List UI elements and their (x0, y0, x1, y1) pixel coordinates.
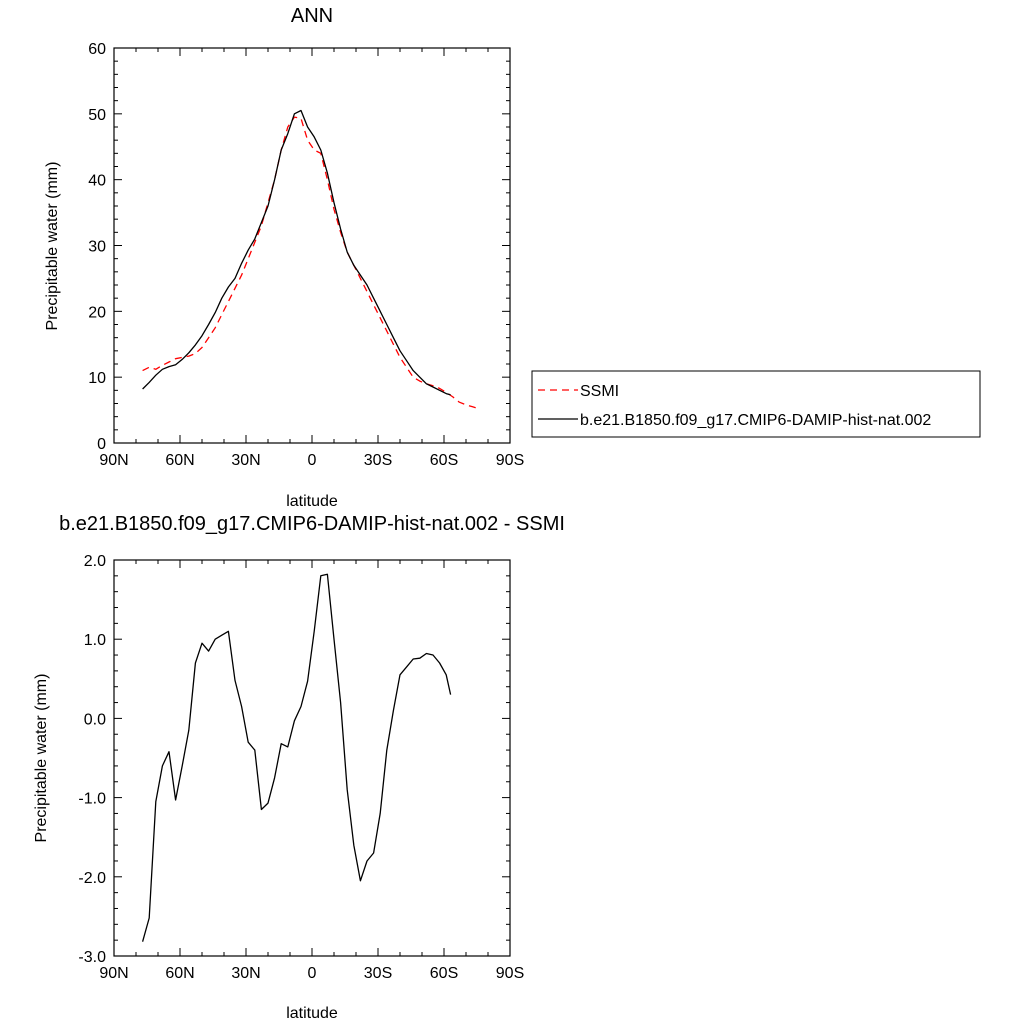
difference-y-tick-label: 2.0 (84, 553, 106, 570)
annual-series-line-1 (142, 109, 451, 396)
difference-x-tick-label: 60N (165, 965, 194, 982)
legend-label-ssmi: SSMI (580, 383, 619, 400)
difference-x-tick-label: 30S (364, 965, 392, 982)
difference-chart-axes: 90N 60N 30N 0 30S 60S 90S -3.0 -2.0 -1.0 0.0 1.0 2.0 (78, 553, 524, 982)
annual-y-tick-label: 40 (88, 173, 106, 190)
annual-chart-ylabel: Precipitable water (mm) (44, 162, 61, 331)
annual-x-tick-label: 60S (430, 452, 458, 469)
legend-box (531, 370, 981, 438)
annual-x-tick-label: 0 (308, 452, 317, 469)
annual-chart-title: ANN (291, 5, 333, 27)
annual-y-tick-label: 10 (88, 370, 106, 387)
annual-y-tick-label: 60 (88, 41, 106, 58)
annual-y-tick-label: 50 (88, 107, 106, 124)
annual-plot-frame (113, 47, 511, 444)
annual-x-tick-label: 30S (364, 452, 392, 469)
difference-chart-series (141, 573, 452, 942)
legend-label-model: b.e21.B1850.f09_g17.CMIP6-DAMIP-hist-nat… (580, 412, 931, 429)
difference-chart-title: b.e21.B1850.f09_g17.CMIP6-DAMIP-hist-nat… (59, 513, 565, 535)
annual-y-tick-label: 0 (97, 436, 106, 453)
annual-y-tick-label: 20 (88, 304, 106, 321)
annual-chart-xlabel: latitude (286, 493, 338, 510)
annual-x-tick-label: 90N (99, 452, 128, 469)
legend: SSMI b.e21.B1850.f09_g17.CMIP6-DAMIP-his… (531, 370, 981, 438)
difference-y-tick-label: -1.0 (78, 791, 106, 808)
difference-plot-frame (113, 559, 511, 957)
difference-x-tick-label: 30N (231, 965, 260, 982)
annual-x-tick-label: 90S (496, 452, 524, 469)
annual-chart-axes: 90N 60N 30N 0 30S 60S 90S 0 10 20 30 40 50 60 (88, 41, 524, 469)
annual-y-tick-label: 30 (88, 239, 106, 256)
difference-x-tick-label: 60S (430, 965, 458, 982)
difference-y-tick-label: 1.0 (84, 632, 106, 649)
difference-y-tick-label: -3.0 (78, 949, 106, 966)
annual-chart: ANN latitude Precipitable water (mm) 90N… (44, 5, 524, 510)
difference-y-tick-label: -2.0 (78, 870, 106, 887)
difference-chart: b.e21.B1850.f09_g17.CMIP6-DAMIP-hist-nat… (33, 513, 565, 1022)
difference-chart-ylabel: Precipitable water (mm) (33, 674, 50, 843)
annual-series-line-0 (142, 116, 478, 409)
difference-chart-xlabel: latitude (286, 1005, 338, 1022)
difference-series-line-0 (141, 573, 452, 942)
annual-chart-series (142, 109, 478, 409)
difference-x-tick-label: 90S (496, 965, 524, 982)
annual-x-tick-label: 30N (231, 452, 260, 469)
difference-x-tick-label: 90N (99, 965, 128, 982)
difference-y-tick-label: 0.0 (84, 711, 106, 728)
difference-x-tick-label: 0 (308, 965, 317, 982)
annual-x-tick-label: 60N (165, 452, 194, 469)
